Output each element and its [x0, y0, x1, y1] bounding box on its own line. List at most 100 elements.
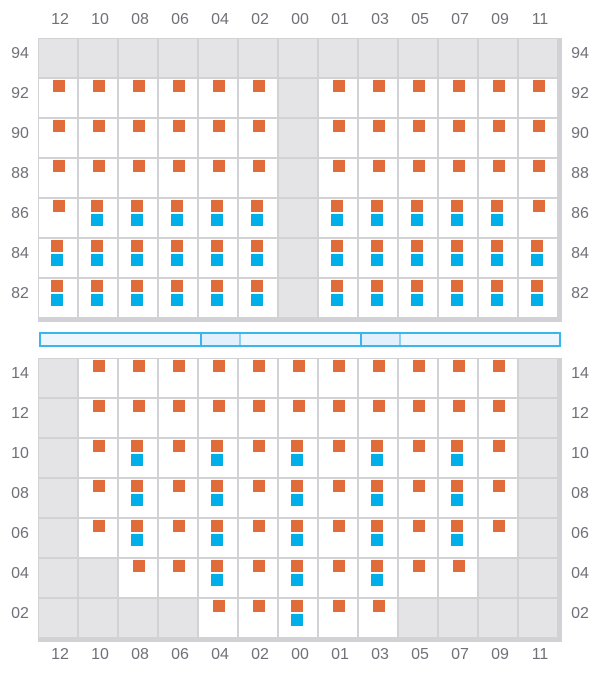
- seat-cell[interactable]: [439, 279, 477, 317]
- seat-cell[interactable]: [119, 359, 157, 397]
- seat-cell[interactable]: [319, 479, 357, 517]
- seat-cell[interactable]: [159, 559, 197, 597]
- seat-cell[interactable]: [79, 279, 117, 317]
- seat-cell[interactable]: [519, 159, 557, 197]
- seat-cell[interactable]: [79, 239, 117, 277]
- seat-cell[interactable]: [39, 159, 77, 197]
- seat-cell[interactable]: [399, 199, 437, 237]
- seat-cell[interactable]: [479, 439, 517, 477]
- seat-cell[interactable]: [279, 519, 317, 557]
- seat-cell[interactable]: [239, 359, 277, 397]
- seat-cell[interactable]: [239, 79, 277, 117]
- seat-cell[interactable]: [199, 599, 237, 637]
- seat-cell[interactable]: [519, 239, 557, 277]
- seat-cell[interactable]: [319, 159, 357, 197]
- seat-cell[interactable]: [439, 479, 477, 517]
- seat-cell[interactable]: [359, 479, 397, 517]
- seat-cell[interactable]: [119, 439, 157, 477]
- seat-cell[interactable]: [239, 479, 277, 517]
- seat-cell[interactable]: [319, 359, 357, 397]
- seat-cell[interactable]: [279, 599, 317, 637]
- seat-cell[interactable]: [199, 359, 237, 397]
- seat-cell[interactable]: [319, 239, 357, 277]
- seat-cell[interactable]: [439, 159, 477, 197]
- seat-cell[interactable]: [239, 119, 277, 157]
- seat-cell[interactable]: [519, 119, 557, 157]
- seat-cell[interactable]: [399, 359, 437, 397]
- seat-cell[interactable]: [159, 79, 197, 117]
- seat-cell[interactable]: [439, 199, 477, 237]
- seat-cell[interactable]: [319, 399, 357, 437]
- seat-cell[interactable]: [399, 519, 437, 557]
- seat-cell[interactable]: [519, 79, 557, 117]
- seat-cell[interactable]: [359, 199, 397, 237]
- seat-cell[interactable]: [159, 359, 197, 397]
- seat-cell[interactable]: [159, 439, 197, 477]
- seat-cell[interactable]: [199, 119, 237, 157]
- seat-cell[interactable]: [399, 479, 437, 517]
- seat-cell[interactable]: [319, 119, 357, 157]
- seat-cell[interactable]: [319, 519, 357, 557]
- seat-cell[interactable]: [239, 159, 277, 197]
- seat-cell[interactable]: [439, 79, 477, 117]
- seat-cell[interactable]: [79, 159, 117, 197]
- seat-cell[interactable]: [199, 519, 237, 557]
- seat-cell[interactable]: [159, 399, 197, 437]
- seat-cell[interactable]: [159, 519, 197, 557]
- seat-cell[interactable]: [239, 199, 277, 237]
- seat-cell[interactable]: [239, 399, 277, 437]
- seat-cell[interactable]: [279, 359, 317, 397]
- seat-cell[interactable]: [159, 239, 197, 277]
- seat-cell[interactable]: [479, 119, 517, 157]
- seat-cell[interactable]: [399, 239, 437, 277]
- seat-cell[interactable]: [119, 239, 157, 277]
- seat-cell[interactable]: [119, 199, 157, 237]
- seat-cell[interactable]: [319, 599, 357, 637]
- seat-cell[interactable]: [199, 239, 237, 277]
- seat-cell[interactable]: [439, 119, 477, 157]
- seat-cell[interactable]: [399, 399, 437, 437]
- seat-cell[interactable]: [359, 519, 397, 557]
- seat-cell[interactable]: [279, 439, 317, 477]
- seat-cell[interactable]: [79, 399, 117, 437]
- seat-cell[interactable]: [39, 79, 77, 117]
- seat-cell[interactable]: [79, 519, 117, 557]
- seat-cell[interactable]: [479, 279, 517, 317]
- seat-cell[interactable]: [119, 479, 157, 517]
- seat-cell[interactable]: [199, 479, 237, 517]
- seat-cell[interactable]: [239, 559, 277, 597]
- seat-cell[interactable]: [199, 399, 237, 437]
- seat-cell[interactable]: [319, 199, 357, 237]
- seat-cell[interactable]: [359, 399, 397, 437]
- seat-cell[interactable]: [79, 479, 117, 517]
- seat-cell[interactable]: [359, 119, 397, 157]
- seat-cell[interactable]: [439, 439, 477, 477]
- seat-cell[interactable]: [79, 439, 117, 477]
- seat-cell[interactable]: [319, 279, 357, 317]
- seat-cell[interactable]: [119, 559, 157, 597]
- seat-cell[interactable]: [359, 79, 397, 117]
- seat-cell[interactable]: [439, 559, 477, 597]
- seat-cell[interactable]: [39, 239, 77, 277]
- seat-cell[interactable]: [279, 559, 317, 597]
- seat-cell[interactable]: [319, 79, 357, 117]
- seat-cell[interactable]: [79, 79, 117, 117]
- seat-cell[interactable]: [359, 359, 397, 397]
- seat-cell[interactable]: [119, 519, 157, 557]
- seat-cell[interactable]: [439, 359, 477, 397]
- seat-cell[interactable]: [159, 159, 197, 197]
- seat-cell[interactable]: [479, 239, 517, 277]
- seat-cell[interactable]: [39, 279, 77, 317]
- seat-cell[interactable]: [399, 79, 437, 117]
- seat-cell[interactable]: [239, 279, 277, 317]
- seat-cell[interactable]: [79, 199, 117, 237]
- seat-cell[interactable]: [159, 279, 197, 317]
- seat-cell[interactable]: [319, 559, 357, 597]
- seat-cell[interactable]: [199, 279, 237, 317]
- seat-cell[interactable]: [399, 159, 437, 197]
- seat-cell[interactable]: [359, 239, 397, 277]
- seat-cell[interactable]: [439, 399, 477, 437]
- seat-cell[interactable]: [479, 79, 517, 117]
- seat-cell[interactable]: [239, 439, 277, 477]
- seat-cell[interactable]: [199, 199, 237, 237]
